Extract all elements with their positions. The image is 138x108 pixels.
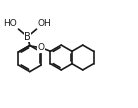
- Text: B: B: [24, 32, 31, 42]
- Text: OH: OH: [38, 19, 51, 28]
- Text: O: O: [37, 43, 44, 52]
- Text: HO: HO: [4, 19, 17, 28]
